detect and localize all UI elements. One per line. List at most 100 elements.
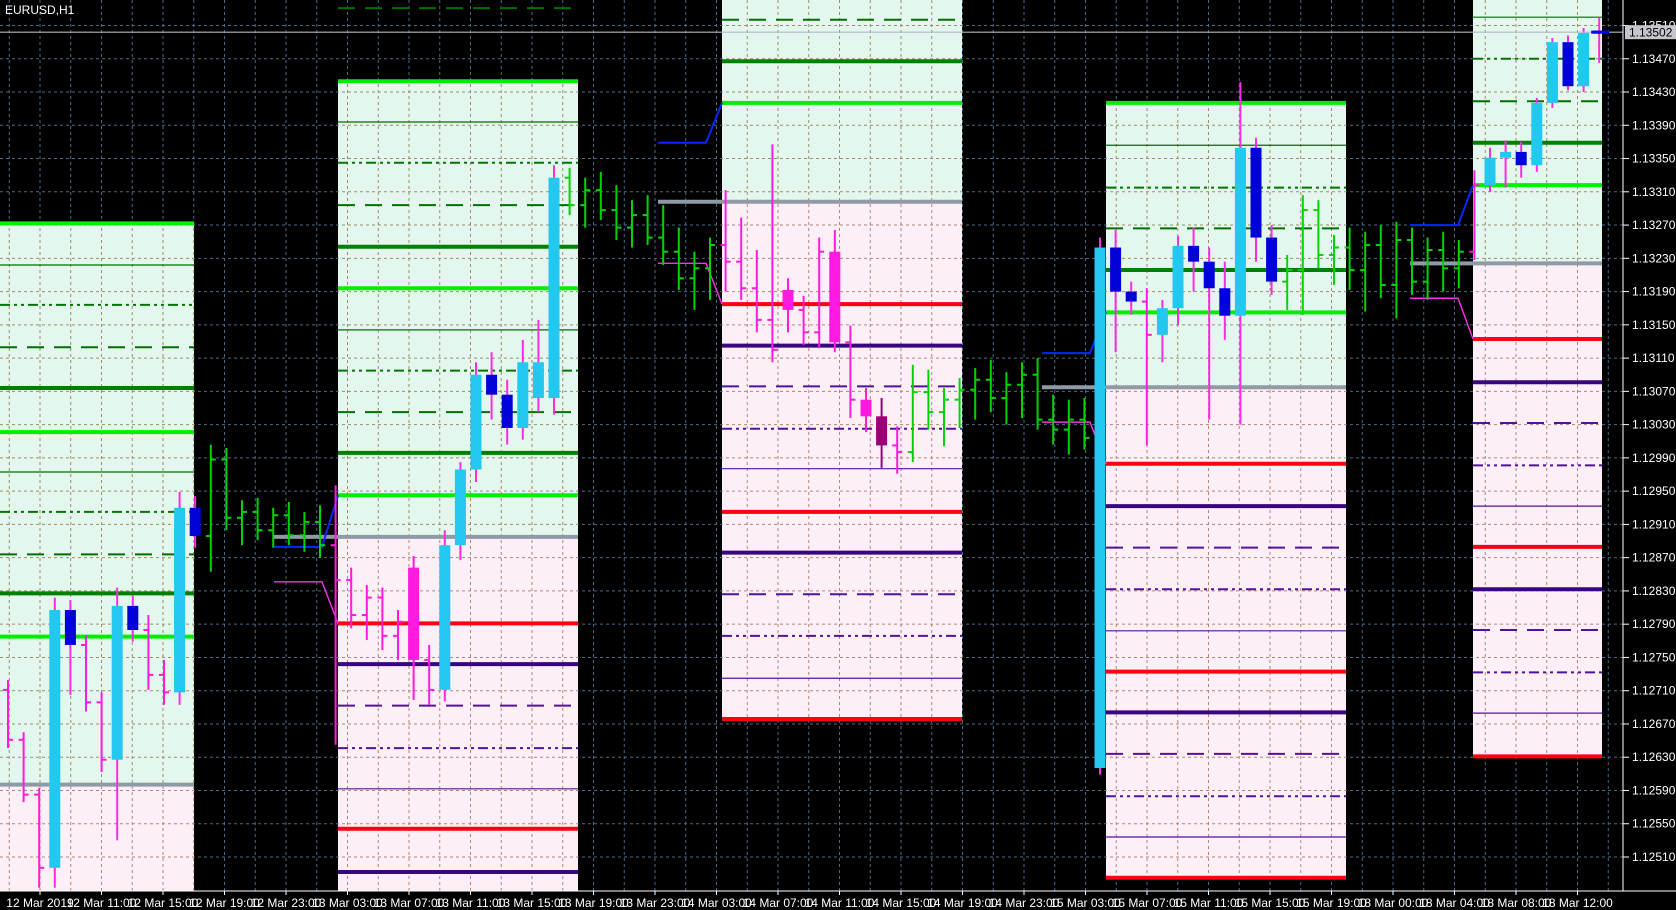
price-label: 1.13070 xyxy=(1632,384,1676,398)
time-label: 15 Mar 03:00 xyxy=(1050,896,1121,910)
price-label: 1.13390 xyxy=(1632,118,1676,132)
time-label: 15 Mar 07:00 xyxy=(1112,896,1183,910)
candle-body xyxy=(1219,288,1231,316)
candle-body xyxy=(1562,42,1574,87)
price-label: 1.12710 xyxy=(1632,684,1676,698)
zone-mint xyxy=(338,81,578,537)
time-label: 14 Mar 03:00 xyxy=(681,896,752,910)
price-label: 1.13470 xyxy=(1632,52,1676,66)
candle-body xyxy=(486,374,498,395)
time-label: 15 Mar 19:00 xyxy=(1296,896,1367,910)
candle-body xyxy=(1125,291,1137,302)
time-label: 14 Mar 15:00 xyxy=(866,896,937,910)
time-label: 13 Mar 19:00 xyxy=(558,896,629,910)
price-label: 1.12910 xyxy=(1632,517,1676,531)
price-label: 1.13030 xyxy=(1632,418,1676,432)
candle-body xyxy=(64,610,76,645)
time-label: 18 Mar 04:00 xyxy=(1419,896,1490,910)
price-label: 1.12750 xyxy=(1632,650,1676,664)
price-label: 1.13270 xyxy=(1632,218,1676,232)
candle-body xyxy=(189,507,201,537)
candle-body xyxy=(439,545,451,690)
candle-body xyxy=(1484,157,1496,186)
time-label: 12 Mar 15:00 xyxy=(128,896,199,910)
time-label: 12 Mar 11:00 xyxy=(67,896,137,910)
price-axis[interactable]: 1.135101.134701.134301.133901.133501.133… xyxy=(1623,19,1676,865)
symbol-timeframe-label: EURUSD,H1 xyxy=(5,3,75,17)
candle-body xyxy=(532,362,544,399)
magenta-step-line xyxy=(274,581,339,624)
candle-body xyxy=(548,177,560,399)
price-label: 1.12870 xyxy=(1632,551,1676,565)
candle-body xyxy=(454,469,466,546)
time-label: 15 Mar 15:00 xyxy=(1235,896,1306,910)
zone-pink xyxy=(722,201,962,719)
price-label: 1.13150 xyxy=(1632,318,1676,332)
time-label: 13 Mar 03:00 xyxy=(312,896,383,910)
price-label: 1.12670 xyxy=(1632,717,1676,731)
time-label: 14 Mar 07:00 xyxy=(743,896,814,910)
price-label: 1.12590 xyxy=(1632,783,1676,797)
time-label: 13 Mar 23:00 xyxy=(620,896,691,910)
candle-body xyxy=(860,399,872,417)
price-label: 1.12630 xyxy=(1632,750,1676,764)
candle-body xyxy=(470,374,482,470)
candle-body xyxy=(782,289,794,310)
candle-body xyxy=(1172,245,1184,309)
zone-pink xyxy=(338,536,578,891)
candle-body xyxy=(876,416,888,446)
time-label: 13 Mar 15:00 xyxy=(497,896,568,910)
candle-body xyxy=(1500,151,1512,158)
time-label: 14 Mar 11:00 xyxy=(805,896,875,910)
candle-body xyxy=(408,567,420,660)
blue-step-line xyxy=(274,495,339,548)
blue-step-line xyxy=(1410,184,1474,227)
candle-body xyxy=(1234,147,1246,316)
magenta-step-line xyxy=(658,262,723,305)
candles xyxy=(3,18,1606,888)
time-label: 18 Mar 08:00 xyxy=(1481,896,1552,910)
time-label: 15 Mar 11:00 xyxy=(1174,896,1244,910)
candle-body xyxy=(1203,261,1215,289)
candle-body xyxy=(1110,247,1122,292)
daily-zones xyxy=(0,0,1602,891)
candle-body xyxy=(49,610,61,868)
time-label: 12 Mar 23:00 xyxy=(251,896,322,910)
candle-body xyxy=(829,251,841,343)
time-label: 18 Mar 00:00 xyxy=(1358,896,1429,910)
time-label: 12 Mar 2019 xyxy=(6,896,74,910)
magenta-step-line xyxy=(1410,297,1474,340)
price-label: 1.12790 xyxy=(1632,617,1676,631)
candle-body xyxy=(174,507,186,693)
time-label: 18 Mar 12:00 xyxy=(1542,896,1613,910)
price-label: 1.12550 xyxy=(1632,817,1676,831)
candle-body xyxy=(1515,151,1527,166)
time-label: 14 Mar 19:00 xyxy=(927,896,998,910)
price-label: 1.12830 xyxy=(1632,584,1676,598)
grid xyxy=(0,0,1623,891)
price-label: 1.12510 xyxy=(1632,850,1676,864)
zone-pink xyxy=(0,784,194,891)
blue-step-line xyxy=(658,102,723,144)
time-label: 14 Mar 23:00 xyxy=(989,896,1060,910)
candle-body xyxy=(1578,33,1590,87)
price-label: 1.13430 xyxy=(1632,85,1676,99)
zone-pink xyxy=(1473,263,1602,757)
price-label: 1.12950 xyxy=(1632,484,1676,498)
current-price-badge: 1.13502 xyxy=(1625,25,1676,40)
price-label: 1.13230 xyxy=(1632,251,1676,265)
zone-pink xyxy=(1106,387,1346,878)
price-label: 1.13310 xyxy=(1632,185,1676,199)
price-label: 1.13350 xyxy=(1632,152,1676,166)
candle-body xyxy=(1266,237,1278,282)
price-label: 1.13190 xyxy=(1632,285,1676,299)
current-price-text: 1.13502 xyxy=(1629,26,1673,40)
candle-body xyxy=(1188,245,1200,262)
price-label: 1.13110 xyxy=(1632,351,1675,365)
candle-body xyxy=(501,394,513,428)
pivot-level-lines xyxy=(0,7,1602,880)
